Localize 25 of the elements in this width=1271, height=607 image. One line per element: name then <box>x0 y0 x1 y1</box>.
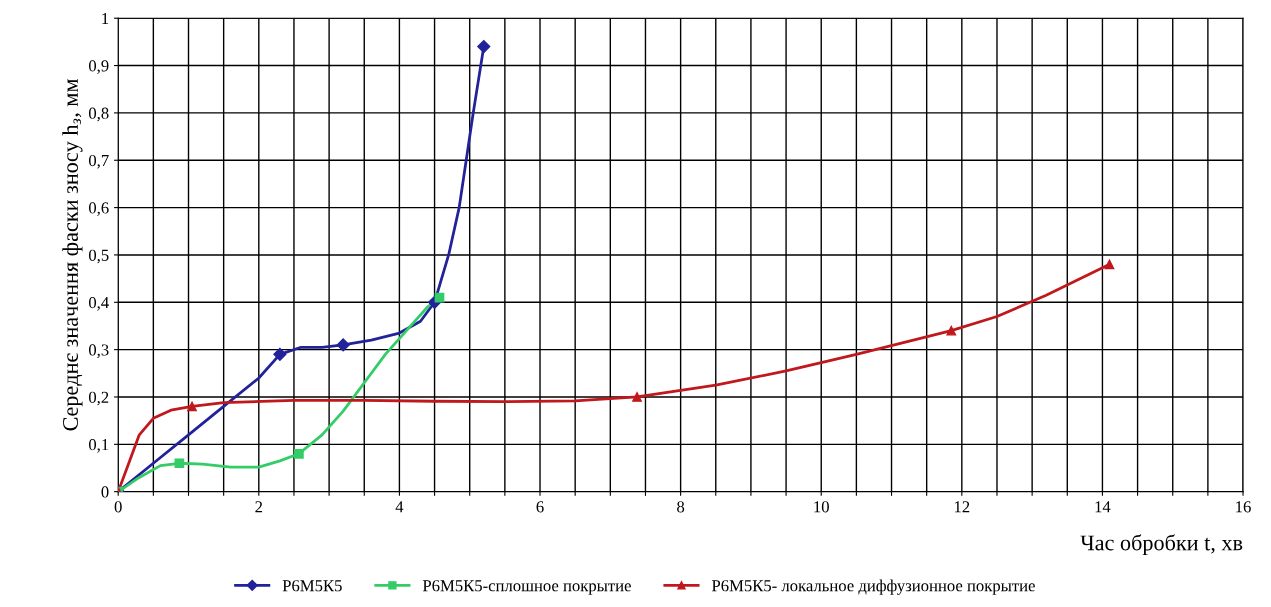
y-axis-title: Середнє значення фаски зносу h$_{з}$, мм <box>62 79 83 431</box>
x-tick-label: 6 <box>536 501 544 513</box>
y-tick-label: 0,3 <box>88 344 109 358</box>
y-tick-label: 0,5 <box>88 249 109 264</box>
legend-label: Р6М5К5-сплошное покрытие <box>422 580 631 595</box>
x-tick-label: 2 <box>255 501 263 513</box>
y-tick-label: 0,4 <box>88 296 109 311</box>
y-tick-label: 0,6 <box>88 202 109 216</box>
y-tick-label: 0,2 <box>88 391 109 406</box>
y-tick-label: 0 <box>101 486 109 498</box>
y-tick-label: 0,8 <box>88 107 109 122</box>
x-tick-label: 8 <box>677 501 685 513</box>
x-tick-label: 12 <box>954 501 970 513</box>
x-axis-title: Час обробки t, хв <box>1080 534 1243 555</box>
y-tick-label: 0,1 <box>88 439 109 453</box>
y-tick-label: 1 <box>102 12 109 24</box>
y-tick-label: 0,9 <box>88 60 109 74</box>
x-tick-label: 16 <box>1236 501 1251 513</box>
y-tick-label: 0,7 <box>88 154 109 169</box>
legend-label: Р6М5К5- локальное диффузионное покрытие <box>711 579 1035 595</box>
x-tick-label: 14 <box>1095 501 1111 513</box>
x-tick-label: 4 <box>395 501 404 513</box>
x-tick-label: 0 <box>114 501 122 513</box>
legend-label: Р6М5К5 <box>282 580 342 592</box>
x-tick-label: 10 <box>814 501 829 513</box>
